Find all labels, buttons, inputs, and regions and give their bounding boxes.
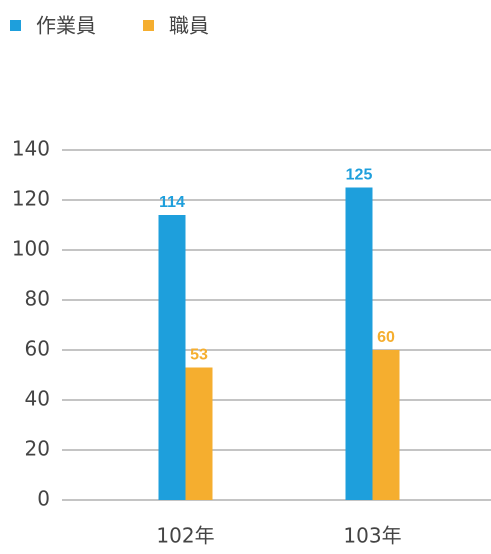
y-tick-label: 100 bbox=[12, 237, 50, 261]
x-tick-label: 103年 bbox=[343, 524, 401, 548]
y-tick-label: 140 bbox=[12, 137, 50, 161]
y-tick-label: 120 bbox=[12, 187, 50, 211]
x-tick-label: 102年 bbox=[156, 524, 214, 548]
value-label: 53 bbox=[190, 347, 208, 364]
legend-label: 職員 bbox=[169, 14, 209, 38]
y-tick-label: 40 bbox=[25, 387, 50, 411]
bar bbox=[185, 367, 213, 500]
value-label: 114 bbox=[159, 194, 185, 211]
bar bbox=[372, 350, 400, 500]
legend-swatch bbox=[143, 20, 154, 31]
y-tick-label: 80 bbox=[25, 287, 50, 311]
y-tick-label: 60 bbox=[25, 337, 50, 361]
legend-label: 作業員 bbox=[36, 14, 96, 38]
value-label: 125 bbox=[346, 167, 373, 184]
y-tick-label: 0 bbox=[37, 487, 50, 511]
bar bbox=[158, 215, 186, 500]
bar bbox=[345, 187, 373, 500]
value-label: 60 bbox=[377, 329, 395, 346]
y-tick-label: 20 bbox=[25, 437, 50, 461]
legend-swatch bbox=[10, 20, 21, 31]
